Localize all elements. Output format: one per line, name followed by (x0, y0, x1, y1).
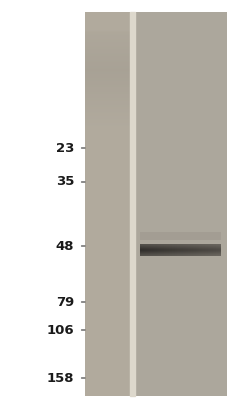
Text: 158: 158 (46, 372, 74, 384)
Text: 106: 106 (46, 324, 74, 336)
Text: 79: 79 (56, 296, 74, 308)
Text: 23: 23 (55, 142, 74, 154)
Text: 48: 48 (55, 240, 74, 252)
Text: 35: 35 (55, 176, 74, 188)
Bar (130, 12, 135, 396)
